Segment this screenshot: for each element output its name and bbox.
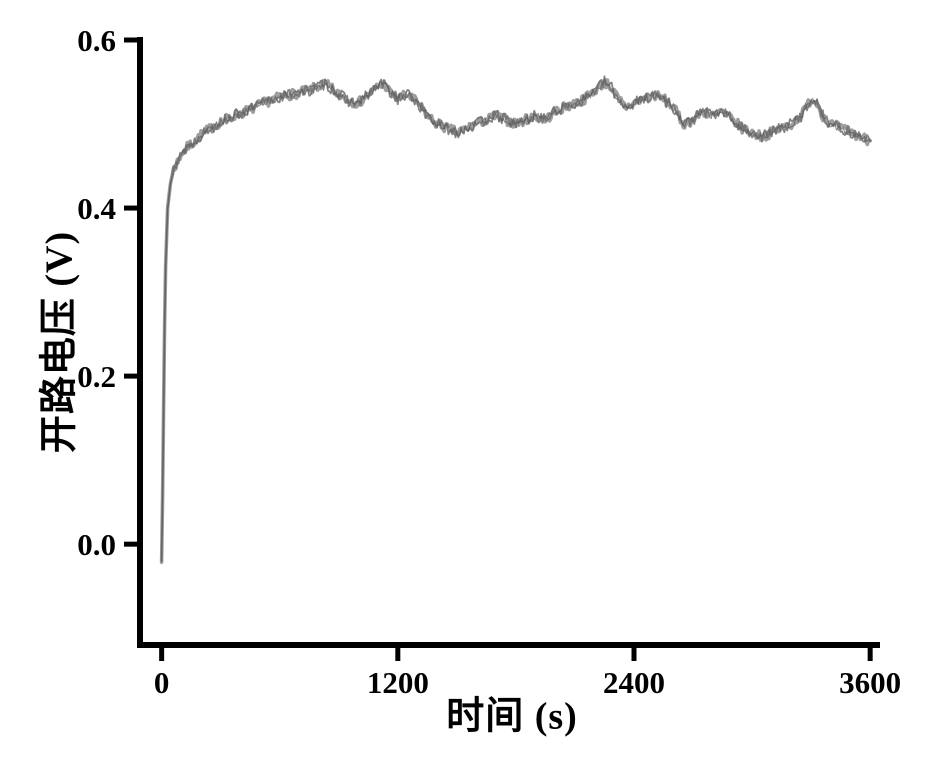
x-tick-label: 3600 <box>839 665 901 700</box>
x-tick-label: 1200 <box>367 665 429 700</box>
y-tick-label: 0.4 <box>77 191 116 226</box>
x-tick-label: 0 <box>154 665 170 700</box>
x-tick-label: 2400 <box>603 665 665 700</box>
ocv-trace-detail <box>160 75 872 562</box>
y-tick-label: 0.0 <box>77 527 116 562</box>
y-axis-label: 开路电压 (V) <box>38 230 81 454</box>
y-tick-label: 0.2 <box>77 359 116 394</box>
ocv-trace-detail-2 <box>161 78 871 563</box>
x-axis-label: 时间 (s) <box>446 695 578 738</box>
y-tick-label: 0.6 <box>77 23 116 58</box>
ocv-trace <box>159 78 873 565</box>
